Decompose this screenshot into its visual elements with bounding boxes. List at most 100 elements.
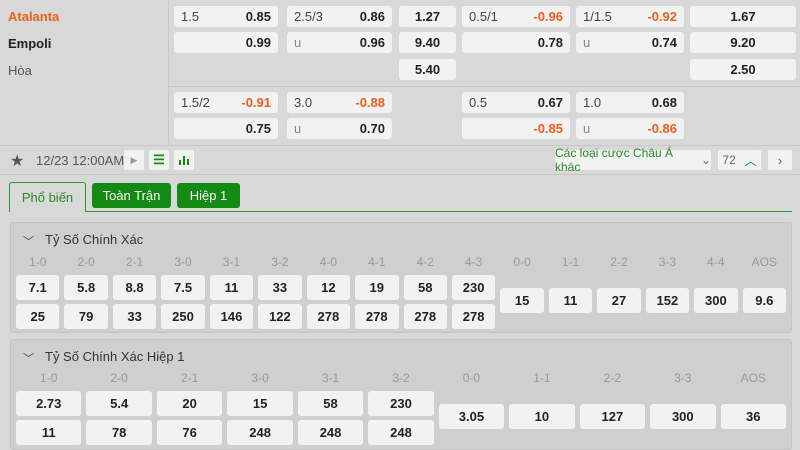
score-odds-button[interactable]: 278 [306, 304, 351, 329]
score-odds-button[interactable]: 230 [451, 275, 496, 300]
play-icon[interactable]: ▶ [124, 150, 144, 170]
score-odds-button[interactable]: 11 [548, 288, 593, 313]
score-odds-button[interactable]: 25 [16, 304, 60, 329]
score-odds-button[interactable]: 58 [297, 391, 364, 416]
scoreboard-icon[interactable]: ☰ [149, 150, 169, 170]
score-odds-button[interactable]: 19 [355, 275, 399, 300]
score-column: 3-3 152 [645, 253, 690, 329]
score-column: 2-0 5.8 79 [64, 253, 108, 329]
odds-cell[interactable]: 1/1.5 -0.92 [576, 6, 684, 27]
score-odds-button[interactable]: 248 [227, 420, 293, 445]
score-odds-button[interactable]: 230 [368, 391, 434, 416]
chevron-down-icon[interactable]: ﹀ [23, 353, 34, 365]
score-odds-button[interactable]: 278 [355, 304, 399, 329]
other-bets-dropdown[interactable]: Các loại cược Châu Á khác ⌄ [555, 146, 711, 174]
score-label: 2-1 [125, 255, 144, 269]
odds-cell[interactable]: 0.5/1 -0.96 [462, 6, 570, 27]
odds-cell[interactable]: 0.5 0.67 [462, 92, 570, 113]
score-odds-button[interactable]: 122 [258, 304, 302, 329]
score-label: 2-0 [110, 371, 128, 385]
tab-first-half[interactable]: Hiệp 1 [177, 183, 240, 208]
odds-price: 0.70 [359, 121, 385, 136]
chevron-right-icon[interactable]: › [768, 150, 792, 170]
score-odds-button[interactable]: 250 [161, 304, 205, 329]
odds-cell[interactable]: 0.99 [174, 32, 278, 53]
odds-cell[interactable]: 0.75 [174, 118, 278, 139]
draw-label: Hòa [8, 63, 32, 78]
score-odds-button[interactable]: 7.5 [161, 275, 205, 300]
score-odds-button[interactable]: 3.05 [438, 404, 505, 429]
score-column: 1-1 11 [548, 253, 593, 329]
score-odds-button[interactable]: 300 [694, 288, 738, 313]
odds-price: 0.67 [537, 95, 563, 110]
stats-icon[interactable] [174, 150, 194, 170]
odds-cell[interactable]: 9.40 [399, 32, 456, 53]
odds-cell[interactable]: u 0.74 [576, 32, 684, 53]
odds-cell[interactable]: 1.27 [399, 6, 456, 27]
score-odds-button[interactable]: 278 [403, 304, 447, 329]
score-odds-button[interactable]: 7.1 [16, 275, 60, 300]
panel-title[interactable]: Tỷ Số Chính Xác Hiệp 1 [45, 349, 185, 364]
score-odds-button[interactable]: 27 [597, 288, 641, 313]
score-odds-button[interactable]: 248 [297, 420, 364, 445]
odds-cell[interactable]: 1.67 [690, 6, 796, 27]
odds-cell[interactable]: 2.50 [690, 59, 796, 80]
score-odds-button[interactable]: 76 [156, 420, 223, 445]
star-icon[interactable]: ★ [10, 153, 25, 170]
odds-cell[interactable]: 1.5 0.85 [174, 6, 278, 27]
score-odds-button[interactable]: 10 [509, 404, 575, 429]
score-odds-button[interactable]: 11 [16, 420, 82, 445]
odds-cell[interactable]: 1.5/2 -0.91 [174, 92, 278, 113]
score-odds-button[interactable]: 300 [650, 404, 716, 429]
odds-price: 0.75 [245, 121, 271, 136]
score-odds-button[interactable]: 5.8 [64, 275, 108, 300]
score-column: 3-0 15 248 [227, 369, 293, 445]
score-label: 1-0 [29, 255, 47, 269]
score-odds-button[interactable]: 2.73 [16, 391, 82, 416]
odds-price: -0.92 [647, 9, 677, 24]
score-odds-button[interactable]: 152 [645, 288, 690, 313]
tab-popular[interactable]: Phổ biến [9, 182, 86, 212]
odds-cell[interactable]: 9.20 [690, 32, 796, 53]
score-odds-button[interactable]: 79 [64, 304, 108, 329]
score-odds-button[interactable]: 33 [258, 275, 302, 300]
score-column: 3-3 300 [650, 369, 716, 445]
score-label: 4-2 [416, 255, 434, 269]
chevron-down-icon[interactable]: ﹀ [23, 236, 34, 248]
odds-cell[interactable]: 3.0 -0.88 [287, 92, 392, 113]
score-odds-button[interactable]: 146 [209, 304, 254, 329]
panel-title[interactable]: Tỷ Số Chính Xác [45, 232, 144, 247]
more-markets-button[interactable]: 72 ︿ [718, 150, 761, 170]
score-odds-button[interactable]: 278 [451, 304, 496, 329]
score-odds-button[interactable]: 33 [112, 304, 157, 329]
score-odds-button[interactable]: 36 [720, 404, 786, 429]
odds-line: u [583, 35, 591, 50]
match-time: 12/23 12:00AM [36, 153, 125, 168]
odds-cell[interactable]: u 0.70 [287, 118, 392, 139]
score-odds-button[interactable]: 12 [306, 275, 351, 300]
score-odds-button[interactable]: 15 [500, 288, 544, 313]
score-odds-button[interactable]: 11 [209, 275, 254, 300]
odds-cell[interactable]: 2.5/3 0.86 [287, 6, 392, 27]
odds-cell[interactable]: 0.78 [462, 32, 570, 53]
odds-price: 1.27 [414, 9, 441, 24]
score-label: AOS [740, 371, 766, 385]
score-column: 4-2 58 278 [403, 253, 447, 329]
odds-cell[interactable]: 5.40 [399, 59, 456, 80]
odds-cell[interactable]: 1.0 0.68 [576, 92, 684, 113]
score-odds-button[interactable]: 127 [579, 404, 646, 429]
odds-cell[interactable]: u -0.86 [576, 118, 684, 139]
score-odds-button[interactable]: 58 [403, 275, 447, 300]
score-label: 4-0 [319, 255, 338, 269]
tab-full-match[interactable]: Toàn Trận [92, 183, 171, 208]
score-odds-button[interactable]: 248 [368, 420, 434, 445]
score-odds-button[interactable]: 5.4 [86, 391, 152, 416]
score-column: 4-1 19 278 [355, 253, 399, 329]
odds-cell[interactable]: u 0.96 [287, 32, 392, 53]
score-odds-button[interactable]: 20 [156, 391, 223, 416]
odds-cell[interactable]: -0.85 [462, 118, 570, 139]
score-odds-button[interactable]: 15 [227, 391, 293, 416]
score-odds-button[interactable]: 8.8 [112, 275, 157, 300]
score-odds-button[interactable]: 9.6 [742, 288, 786, 313]
score-odds-button[interactable]: 78 [86, 420, 152, 445]
